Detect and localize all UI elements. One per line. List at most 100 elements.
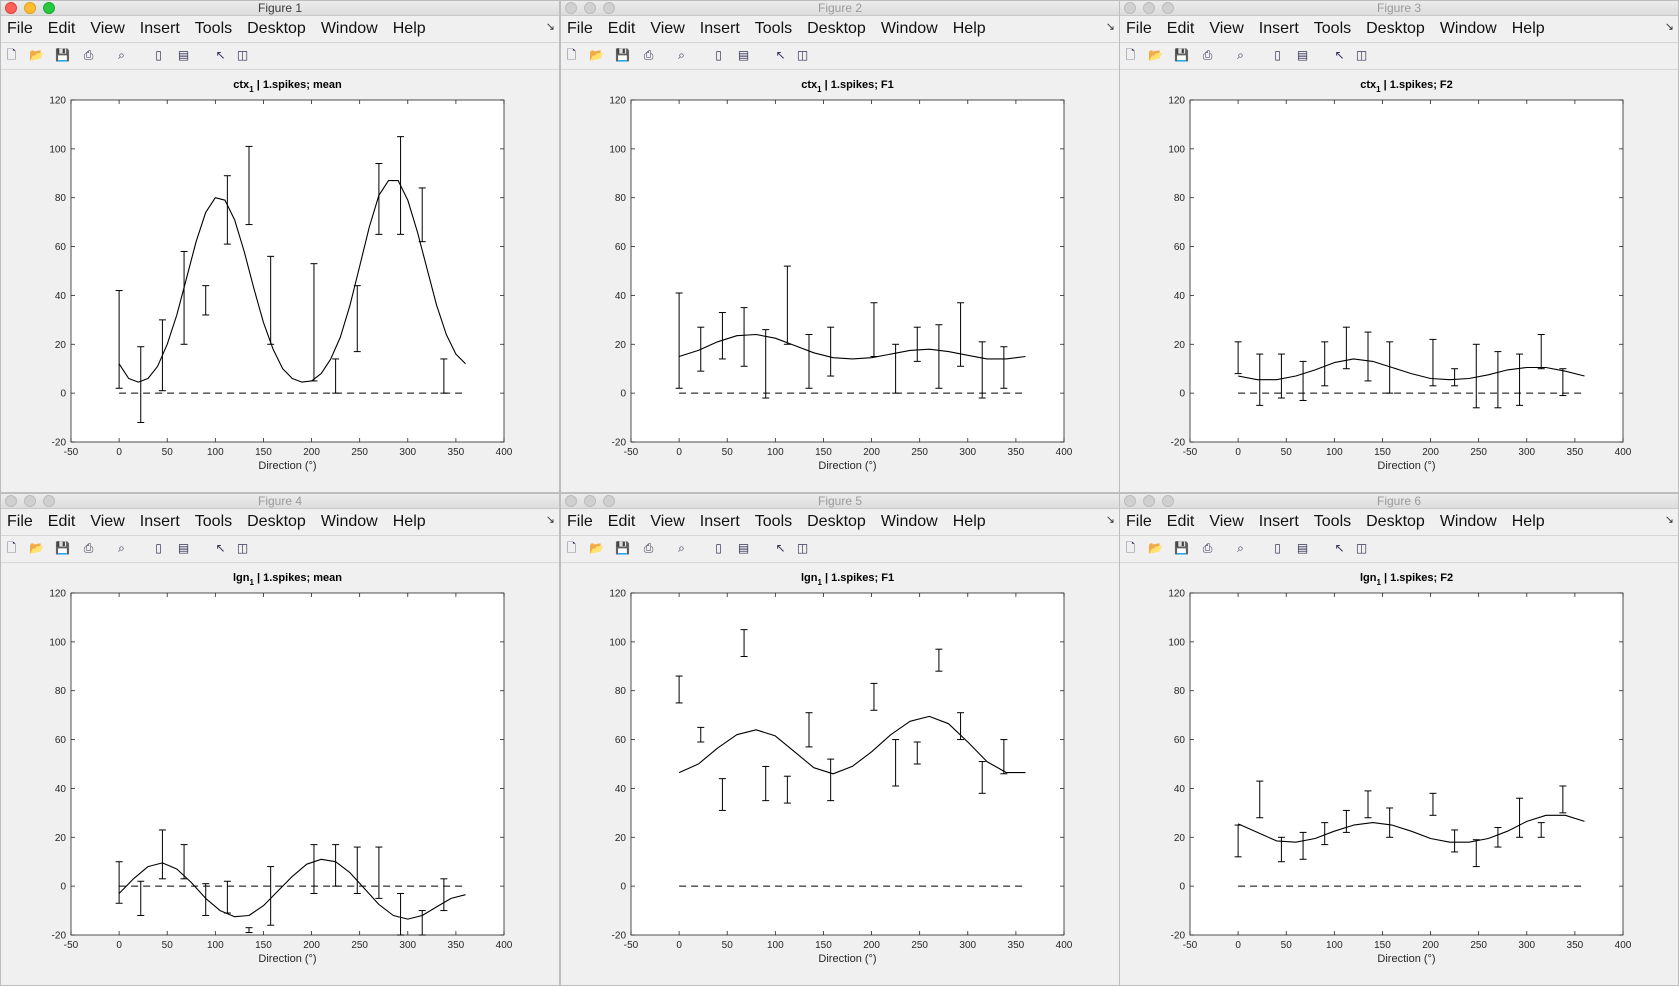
zoom-window-button[interactable] [43, 2, 55, 14]
colorbar-icon[interactable]: ▯ [155, 48, 162, 62]
property-editor-icon[interactable]: ◫ [236, 541, 249, 555]
dock-figure-icon[interactable]: ↘ [1664, 21, 1674, 33]
window-titlebar[interactable]: Figure 4 [1, 494, 559, 509]
minimize-window-button[interactable] [584, 2, 596, 14]
menu-edit[interactable]: Edit [1166, 20, 1195, 37]
pointer-icon[interactable]: ↖ [1334, 541, 1345, 555]
save-icon[interactable]: 💾 [615, 541, 630, 555]
legend-icon[interactable]: ▤ [177, 541, 190, 555]
legend-icon[interactable]: ▤ [1296, 541, 1309, 555]
legend-icon[interactable]: ▤ [177, 48, 190, 62]
axes-box[interactable] [630, 592, 1065, 936]
save-icon[interactable]: 💾 [615, 48, 630, 62]
menu-edit[interactable]: Edit [607, 513, 636, 530]
dock-figure-icon[interactable]: ↘ [1105, 514, 1115, 526]
window-titlebar[interactable]: Figure 6 [1120, 494, 1678, 509]
new-figure-icon[interactable]: 🗋 [566, 541, 577, 555]
axes-box[interactable] [70, 99, 505, 443]
colorbar-icon[interactable]: ▯ [715, 541, 722, 555]
zoom-window-button[interactable] [603, 2, 615, 14]
pointer-icon[interactable]: ↖ [1334, 48, 1345, 62]
menu-tools[interactable]: Tools [754, 20, 793, 37]
close-window-button[interactable] [5, 2, 17, 14]
open-file-icon[interactable]: 📂 [29, 48, 44, 62]
menu-file[interactable]: File [7, 513, 33, 530]
new-figure-icon[interactable]: 🗋 [1125, 48, 1136, 62]
dock-figure-icon[interactable]: ↘ [1105, 21, 1115, 33]
menu-desktop[interactable]: Desktop [1366, 513, 1425, 530]
menu-window[interactable]: Window [1439, 20, 1497, 37]
new-figure-icon[interactable]: 🗋 [1125, 541, 1136, 555]
menu-edit[interactable]: Edit [47, 20, 76, 37]
open-file-icon[interactable]: 📂 [589, 48, 604, 62]
menu-desktop[interactable]: Desktop [807, 20, 866, 37]
close-window-button[interactable] [1124, 2, 1136, 14]
print-icon[interactable]: ⎙ [83, 541, 94, 555]
property-editor-icon[interactable]: ◫ [236, 48, 249, 62]
print-preview-icon[interactable]: ⌕ [118, 541, 125, 555]
menu-file[interactable]: File [1126, 20, 1152, 37]
property-editor-icon[interactable]: ◫ [796, 541, 809, 555]
print-preview-icon[interactable]: ⌕ [678, 48, 685, 62]
colorbar-icon[interactable]: ▯ [1274, 48, 1281, 62]
save-icon[interactable]: 💾 [55, 48, 70, 62]
menu-view[interactable]: View [90, 513, 125, 530]
close-window-button[interactable] [1124, 495, 1136, 507]
menu-file[interactable]: File [567, 20, 593, 37]
menu-help[interactable]: Help [1511, 513, 1545, 530]
property-editor-icon[interactable]: ◫ [1355, 48, 1368, 62]
menu-insert[interactable]: Insert [699, 20, 740, 37]
menu-help[interactable]: Help [952, 513, 986, 530]
new-figure-icon[interactable]: 🗋 [6, 48, 17, 62]
colorbar-icon[interactable]: ▯ [155, 541, 162, 555]
zoom-window-button[interactable] [1162, 495, 1174, 507]
property-editor-icon[interactable]: ◫ [796, 48, 809, 62]
zoom-window-button[interactable] [1162, 2, 1174, 14]
menu-desktop[interactable]: Desktop [807, 513, 866, 530]
print-icon[interactable]: ⎙ [83, 48, 94, 62]
save-icon[interactable]: 💾 [1174, 541, 1189, 555]
menu-desktop[interactable]: Desktop [247, 513, 306, 530]
dock-figure-icon[interactable]: ↘ [545, 21, 555, 33]
colorbar-icon[interactable]: ▯ [715, 48, 722, 62]
close-window-button[interactable] [565, 2, 577, 14]
menu-help[interactable]: Help [392, 20, 426, 37]
close-window-button[interactable] [565, 495, 577, 507]
pointer-icon[interactable]: ↖ [215, 48, 226, 62]
menu-desktop[interactable]: Desktop [1366, 20, 1425, 37]
print-icon[interactable]: ⎙ [1202, 48, 1213, 62]
print-preview-icon[interactable]: ⌕ [1237, 541, 1244, 555]
menu-edit[interactable]: Edit [1166, 513, 1195, 530]
menu-view[interactable]: View [1209, 20, 1244, 37]
pointer-icon[interactable]: ↖ [775, 541, 786, 555]
menu-window[interactable]: Window [320, 513, 378, 530]
menu-tools[interactable]: Tools [1313, 513, 1352, 530]
minimize-window-button[interactable] [24, 495, 36, 507]
axes-box[interactable] [1189, 592, 1624, 936]
zoom-window-button[interactable] [603, 495, 615, 507]
menu-view[interactable]: View [1209, 513, 1244, 530]
axes-box[interactable] [1189, 99, 1624, 443]
open-file-icon[interactable]: 📂 [1148, 541, 1163, 555]
print-preview-icon[interactable]: ⌕ [118, 48, 125, 62]
menu-window[interactable]: Window [880, 513, 938, 530]
menu-tools[interactable]: Tools [194, 513, 233, 530]
menu-file[interactable]: File [1126, 513, 1152, 530]
legend-icon[interactable]: ▤ [737, 541, 750, 555]
new-figure-icon[interactable]: 🗋 [566, 48, 577, 62]
menu-insert[interactable]: Insert [1258, 20, 1299, 37]
menu-tools[interactable]: Tools [1313, 20, 1352, 37]
print-icon[interactable]: ⎙ [1202, 541, 1213, 555]
menu-edit[interactable]: Edit [47, 513, 76, 530]
property-editor-icon[interactable]: ◫ [1355, 541, 1368, 555]
menu-window[interactable]: Window [320, 20, 378, 37]
window-titlebar[interactable]: Figure 3 [1120, 1, 1678, 16]
menu-help[interactable]: Help [392, 513, 426, 530]
minimize-window-button[interactable] [1143, 2, 1155, 14]
menu-view[interactable]: View [90, 20, 125, 37]
menu-file[interactable]: File [567, 513, 593, 530]
window-titlebar[interactable]: Figure 1 [1, 1, 559, 16]
menu-insert[interactable]: Insert [139, 20, 180, 37]
window-titlebar[interactable]: Figure 5 [561, 494, 1119, 509]
menu-view[interactable]: View [650, 20, 685, 37]
